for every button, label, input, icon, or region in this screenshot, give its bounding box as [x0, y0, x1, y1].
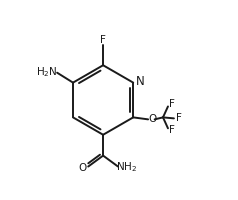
Text: NH$_2$: NH$_2$ — [116, 161, 137, 174]
Text: F: F — [169, 125, 175, 135]
Text: F: F — [176, 113, 182, 123]
Text: F: F — [169, 99, 175, 109]
Text: O: O — [148, 114, 157, 124]
Text: N: N — [135, 75, 144, 88]
Text: H$_2$N: H$_2$N — [36, 65, 58, 79]
Text: F: F — [100, 35, 106, 45]
Text: O: O — [79, 163, 87, 173]
